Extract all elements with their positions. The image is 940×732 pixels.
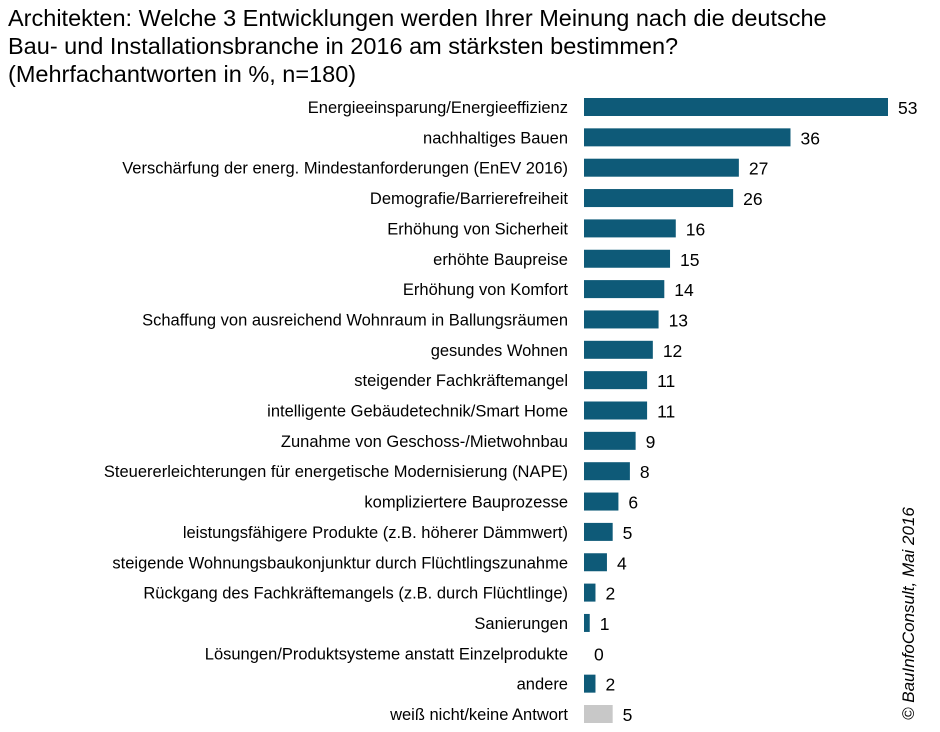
- bar: [584, 158, 739, 177]
- category-label: intelligente Gebäudetechnik/Smart Home: [267, 403, 568, 421]
- value-label: 15: [680, 250, 699, 270]
- category-label: Erhöhung von Komfort: [403, 281, 569, 299]
- category-label: Demografie/Barrierefreiheit: [370, 190, 568, 208]
- bar: [584, 340, 653, 359]
- bar: [584, 492, 619, 511]
- value-label: 11: [657, 371, 675, 391]
- category-label: steigender Fachkräftemangel: [354, 372, 568, 390]
- value-label: 53: [898, 98, 917, 118]
- bar: [584, 522, 613, 541]
- value-label: 2: [605, 675, 615, 695]
- category-label: Energieeinsparung/Energieeffizienz: [308, 99, 568, 117]
- category-label: steigende Wohnungsbaukonjunktur durch Fl…: [112, 554, 568, 572]
- value-label: 9: [646, 432, 656, 452]
- chart-title: Architekten: Welche 3 Entwicklungen werd…: [8, 4, 938, 88]
- value-label: 12: [663, 341, 682, 361]
- bar: [584, 310, 659, 329]
- value-label: 13: [669, 310, 688, 330]
- bar: [584, 705, 613, 723]
- category-label: Verschärfung der energ. Mindestanforderu…: [122, 160, 568, 178]
- bar: [584, 553, 607, 572]
- bar: [584, 219, 676, 238]
- value-label: 5: [623, 523, 633, 543]
- category-label: weiß nicht/keine Antwort: [389, 706, 568, 724]
- bar: [584, 583, 596, 602]
- value-label: 26: [743, 189, 762, 209]
- chart-title-line-3: (Mehrfachantworten in %, n=180): [8, 61, 357, 87]
- value-label: 6: [628, 493, 638, 513]
- category-label: Sanierungen: [474, 615, 568, 633]
- copyright-text: © BauInfoConsult, Mai 2016: [899, 507, 918, 720]
- category-label: gesundes Wohnen: [431, 342, 568, 360]
- bar: [584, 189, 734, 208]
- category-label: Rückgang des Fachkräftemangels (z.B. dur…: [143, 585, 568, 603]
- category-label: Erhöhung von Sicherheit: [387, 220, 568, 238]
- category-label: Lösungen/Produktsysteme anstatt Einzelpr…: [205, 645, 568, 663]
- category-label: Steuererleichterungen für energetische M…: [104, 463, 568, 481]
- value-label: 1: [600, 614, 610, 634]
- category-label: andere: [517, 676, 568, 694]
- category-label: erhöhte Baupreise: [433, 251, 568, 269]
- category-label: leistungsfähigere Produkte (z.B. höherer…: [183, 524, 568, 542]
- bar: [584, 613, 590, 632]
- bar: [584, 401, 648, 420]
- bar: [584, 371, 648, 390]
- bar: [584, 98, 888, 116]
- category-label: Schaffung von ausreichend Wohnraum in Ba…: [142, 311, 568, 329]
- value-label: 11: [657, 402, 675, 422]
- value-label: 16: [686, 219, 705, 239]
- bar: [584, 674, 596, 693]
- value-label: 14: [674, 280, 694, 300]
- value-label: 4: [617, 553, 627, 573]
- category-label: Zunahme von Geschoss-/Mietwohnbau: [281, 433, 568, 451]
- value-label: 5: [623, 705, 633, 725]
- category-label: nachhaltiges Bauen: [423, 129, 568, 147]
- bar: [584, 462, 630, 481]
- chart-title-line-2: Bau- und Installationsbranche in 2016 am…: [8, 33, 679, 59]
- bar: [584, 280, 665, 299]
- category-label: kompliziertere Bauprozesse: [364, 494, 568, 512]
- chart-title-line-1: Architekten: Welche 3 Entwicklungen werd…: [8, 5, 827, 31]
- value-label: 2: [605, 584, 615, 604]
- bar: [584, 431, 636, 450]
- bar: [584, 128, 791, 147]
- bar: [584, 249, 671, 268]
- value-label: 36: [800, 128, 819, 148]
- value-label: 0: [594, 644, 604, 664]
- value-label: 8: [640, 462, 650, 482]
- value-label: 27: [749, 159, 768, 179]
